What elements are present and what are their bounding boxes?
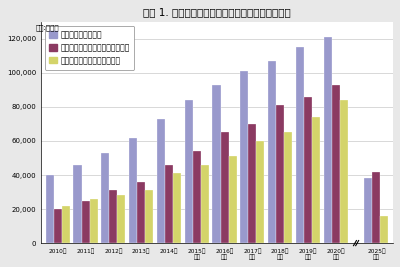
Title: 図表 1. 駐車支援システム世界市場規模推移と予測: 図表 1. 駐車支援システム世界市場規模推移と予測: [143, 7, 291, 17]
Bar: [109, 190, 117, 243]
Bar: [165, 165, 173, 243]
Bar: [82, 201, 90, 243]
Bar: [157, 119, 165, 243]
Bar: [62, 206, 70, 243]
Bar: [137, 182, 145, 243]
Bar: [256, 141, 264, 243]
Bar: [117, 195, 126, 243]
Bar: [46, 175, 54, 243]
Bar: [240, 71, 248, 243]
Bar: [228, 156, 237, 243]
Bar: [129, 138, 137, 243]
Bar: [296, 48, 304, 243]
Bar: [248, 124, 256, 243]
Bar: [304, 97, 312, 243]
Text: 単位:百万円: 単位:百万円: [36, 24, 60, 31]
Bar: [340, 100, 348, 243]
Bar: [324, 37, 332, 243]
Legend: リアカメラシステム, サラウンドビューカメラシステム, 車載用超音波センサシステム: リアカメラシステム, サラウンドビューカメラシステム, 車載用超音波センサシステ…: [45, 26, 134, 69]
Bar: [54, 209, 62, 243]
Bar: [173, 173, 181, 243]
Bar: [220, 132, 228, 243]
Bar: [90, 199, 98, 243]
Bar: [284, 132, 292, 243]
Bar: [268, 61, 276, 243]
Bar: [101, 153, 109, 243]
Bar: [364, 178, 372, 243]
Bar: [185, 100, 193, 243]
Bar: [332, 85, 340, 243]
Bar: [145, 190, 153, 243]
Bar: [193, 151, 201, 243]
Bar: [380, 216, 388, 243]
Bar: [212, 85, 220, 243]
Bar: [276, 105, 284, 243]
Bar: [74, 165, 82, 243]
Bar: [372, 172, 380, 243]
Bar: [312, 117, 320, 243]
Bar: [201, 165, 209, 243]
